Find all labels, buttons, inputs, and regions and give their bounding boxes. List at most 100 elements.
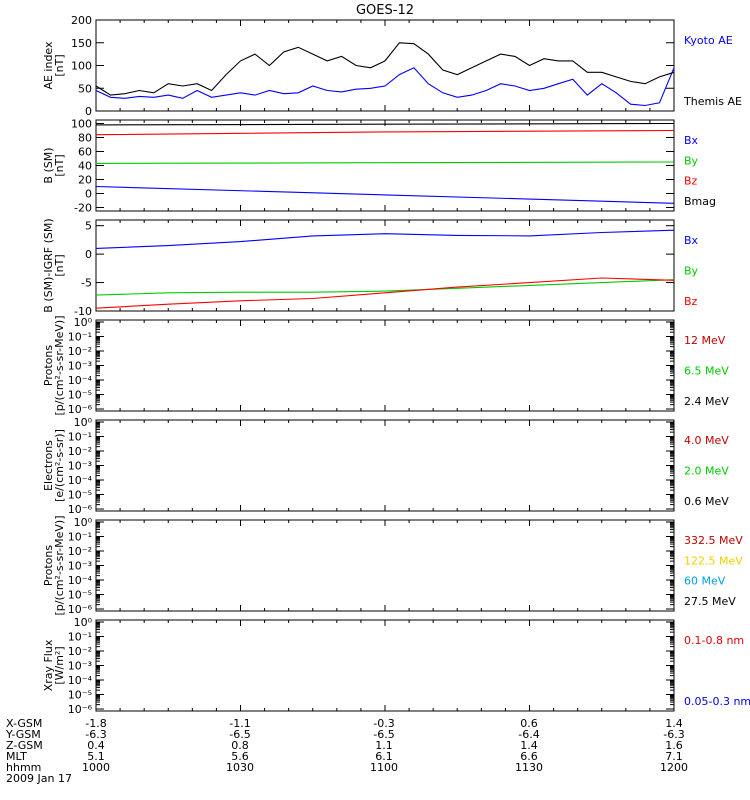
axis-row-value: -1.1 bbox=[229, 717, 250, 730]
axis-row-value: -6.3 bbox=[85, 728, 106, 741]
series-line-bmag bbox=[95, 122, 675, 126]
y-tick-label: -20 bbox=[74, 202, 92, 215]
axis-row-value: -6.5 bbox=[229, 728, 250, 741]
panel-6: 10⁰ 10⁻¹10⁻² 10⁻³10⁻⁴ 10⁻⁵10⁻⁶ Protons[p/(cm… bbox=[42, 516, 743, 617]
legend-label-60-mev: 60 MeV bbox=[684, 575, 726, 588]
axis-row-value: 6.1 bbox=[375, 750, 393, 763]
axis-row-value: 0.4 bbox=[87, 739, 105, 752]
axis-row-value: 1200 bbox=[660, 761, 688, 774]
legend-label-2-4-mev: 2.4 MeV bbox=[684, 395, 729, 408]
y-tick-label: 10⁻⁶ bbox=[68, 503, 93, 516]
y-tick-label: 10⁻³ bbox=[68, 360, 92, 373]
axis-row-value: 6.6 bbox=[520, 750, 538, 763]
series-line-bz bbox=[95, 129, 675, 136]
series-line-bz bbox=[95, 277, 675, 309]
y-tick-label: -5 bbox=[81, 277, 92, 290]
y-axis-label: [e/(cm²-s-sr)] bbox=[53, 429, 66, 502]
y-tick-label: 80 bbox=[78, 132, 92, 145]
y-axis-label: [p/(cm²-s-sr-MeV)] bbox=[53, 516, 66, 616]
y-tick-label: 10⁻⁶ bbox=[68, 603, 93, 616]
y-tick-label: 0 bbox=[85, 105, 92, 118]
axis-row-value: 0.6 bbox=[520, 717, 538, 730]
legend-label-2-0-mev: 2.0 MeV bbox=[684, 465, 729, 478]
legend-label-27-5-mev: 27.5 MeV bbox=[684, 595, 736, 608]
series-line-by bbox=[95, 161, 675, 164]
y-tick-label: 10⁻⁴ bbox=[68, 374, 93, 387]
y-axis-label: [nT] bbox=[53, 254, 66, 276]
axis-row-value: 1130 bbox=[515, 761, 543, 774]
legend-label-themis-ae: Themis AE bbox=[683, 95, 742, 108]
y-tick-label: 100 bbox=[71, 60, 92, 73]
y-tick-label: 10⁻⁵ bbox=[68, 689, 92, 702]
panel-frame bbox=[95, 19, 675, 112]
y-tick-label: 200 bbox=[71, 14, 92, 27]
y-tick-label: 5 bbox=[85, 220, 92, 233]
y-tick-label: 10⁰ bbox=[74, 516, 93, 529]
y-tick-label: 10⁻⁵ bbox=[68, 389, 92, 402]
axis-row-value: 5.6 bbox=[231, 750, 249, 763]
y-tick-label: -10 bbox=[74, 305, 92, 318]
y-tick-label: 10⁻⁴ bbox=[68, 474, 93, 487]
panel-3: -10 -5 0 5 B (SM)-IGRF (SM)[nT] Bx By Bz bbox=[42, 218, 699, 318]
y-tick-label: 20 bbox=[78, 174, 92, 187]
y-tick-label: 60 bbox=[78, 146, 92, 159]
y-tick-label: 10⁰ bbox=[74, 316, 93, 329]
y-tick-label: 10⁻⁵ bbox=[68, 589, 92, 602]
axis-row-value: -6.4 bbox=[518, 728, 539, 741]
axis-row-label: X-GSM bbox=[6, 717, 42, 730]
y-tick-label: 10⁻² bbox=[68, 345, 92, 358]
legend-label-0-6-mev: 0.6 MeV bbox=[684, 495, 729, 508]
series-line-bx bbox=[95, 229, 675, 249]
y-tick-label: 0 bbox=[85, 248, 92, 261]
y-axis-label: Protons bbox=[42, 545, 55, 586]
y-tick-label: 10⁰ bbox=[74, 616, 93, 629]
axis-row-value: 5.1 bbox=[87, 750, 105, 763]
y-axis-label: B (SM)-IGRF (SM) bbox=[42, 218, 55, 312]
y-axis-label: B (SM) bbox=[42, 147, 55, 183]
y-axis-label: [nT] bbox=[53, 154, 66, 176]
panel-frame bbox=[95, 419, 675, 512]
legend-label-12-mev: 12 MeV bbox=[684, 334, 726, 347]
axis-row-label: Y-GSM bbox=[5, 728, 41, 741]
legend-label-0-05-0-3-nm: 0.05-0.3 nm bbox=[684, 695, 750, 708]
axis-row-value: -6.3 bbox=[663, 728, 684, 741]
y-axis-label: AE index bbox=[42, 41, 55, 90]
axis-row-value: 1.6 bbox=[665, 739, 683, 752]
panel-5: 10⁰ 10⁻¹10⁻² 10⁻³10⁻⁴ 10⁻⁵10⁻⁶ Electrons[e/(… bbox=[42, 416, 729, 516]
y-tick-label: 10⁻² bbox=[68, 545, 92, 558]
series-line-kyoto-ae bbox=[95, 67, 675, 107]
legend-label-bz: Bz bbox=[684, 295, 698, 308]
series-line-themis-ae bbox=[95, 42, 675, 96]
panel-7: 10⁰ 10⁻¹10⁻² 10⁻³10⁻⁴ 10⁻⁵10⁻⁶ Xray Flux[W/m… bbox=[42, 616, 750, 716]
y-tick-label: 10⁻³ bbox=[68, 460, 92, 473]
y-tick-label: 10⁻² bbox=[68, 445, 92, 458]
legend-label-by: By bbox=[684, 265, 699, 278]
y-tick-label: 10⁻⁶ bbox=[68, 403, 93, 416]
y-tick-label: 10⁻⁴ bbox=[68, 674, 93, 687]
y-tick-label: 10⁻⁵ bbox=[68, 489, 92, 502]
axis-row-value: 1.4 bbox=[520, 739, 538, 752]
axis-row-value: -6.5 bbox=[373, 728, 394, 741]
legend-label-kyoto-ae: Kyoto AE bbox=[684, 34, 733, 47]
y-tick-label: 150 bbox=[71, 37, 92, 50]
y-tick-label: 50 bbox=[78, 82, 92, 95]
legend-label-bz: Bz bbox=[684, 175, 698, 188]
panel-frame bbox=[95, 519, 675, 612]
legend-label-122-5-mev: 122.5 MeV bbox=[684, 554, 743, 567]
legend-label-by: By bbox=[684, 154, 699, 167]
date-label: 2009 Jan 17 bbox=[6, 772, 72, 785]
y-axis-label: [W/m²] bbox=[53, 646, 66, 684]
y-tick-label: 10⁻³ bbox=[68, 560, 92, 573]
y-axis-label: Electrons bbox=[42, 440, 55, 491]
y-tick-label: 40 bbox=[78, 160, 92, 173]
axis-row-value: 1100 bbox=[370, 761, 398, 774]
axis-row-value: -0.3 bbox=[373, 717, 394, 730]
y-tick-label: 10⁻⁴ bbox=[68, 574, 93, 587]
legend-label-4-0-mev: 4.0 MeV bbox=[684, 434, 729, 447]
legend-label-6-5-mev: 6.5 MeV bbox=[684, 365, 729, 378]
legend-label-332-5-mev: 332.5 MeV bbox=[684, 534, 743, 547]
panel-1: 0 50 100 150 200 AE index[nT] Kyoto AE Themis A… bbox=[42, 14, 742, 118]
axis-row-value: 1.4 bbox=[665, 717, 683, 730]
y-axis-label: Protons bbox=[42, 345, 55, 386]
y-tick-label: 10⁻¹ bbox=[68, 631, 92, 644]
